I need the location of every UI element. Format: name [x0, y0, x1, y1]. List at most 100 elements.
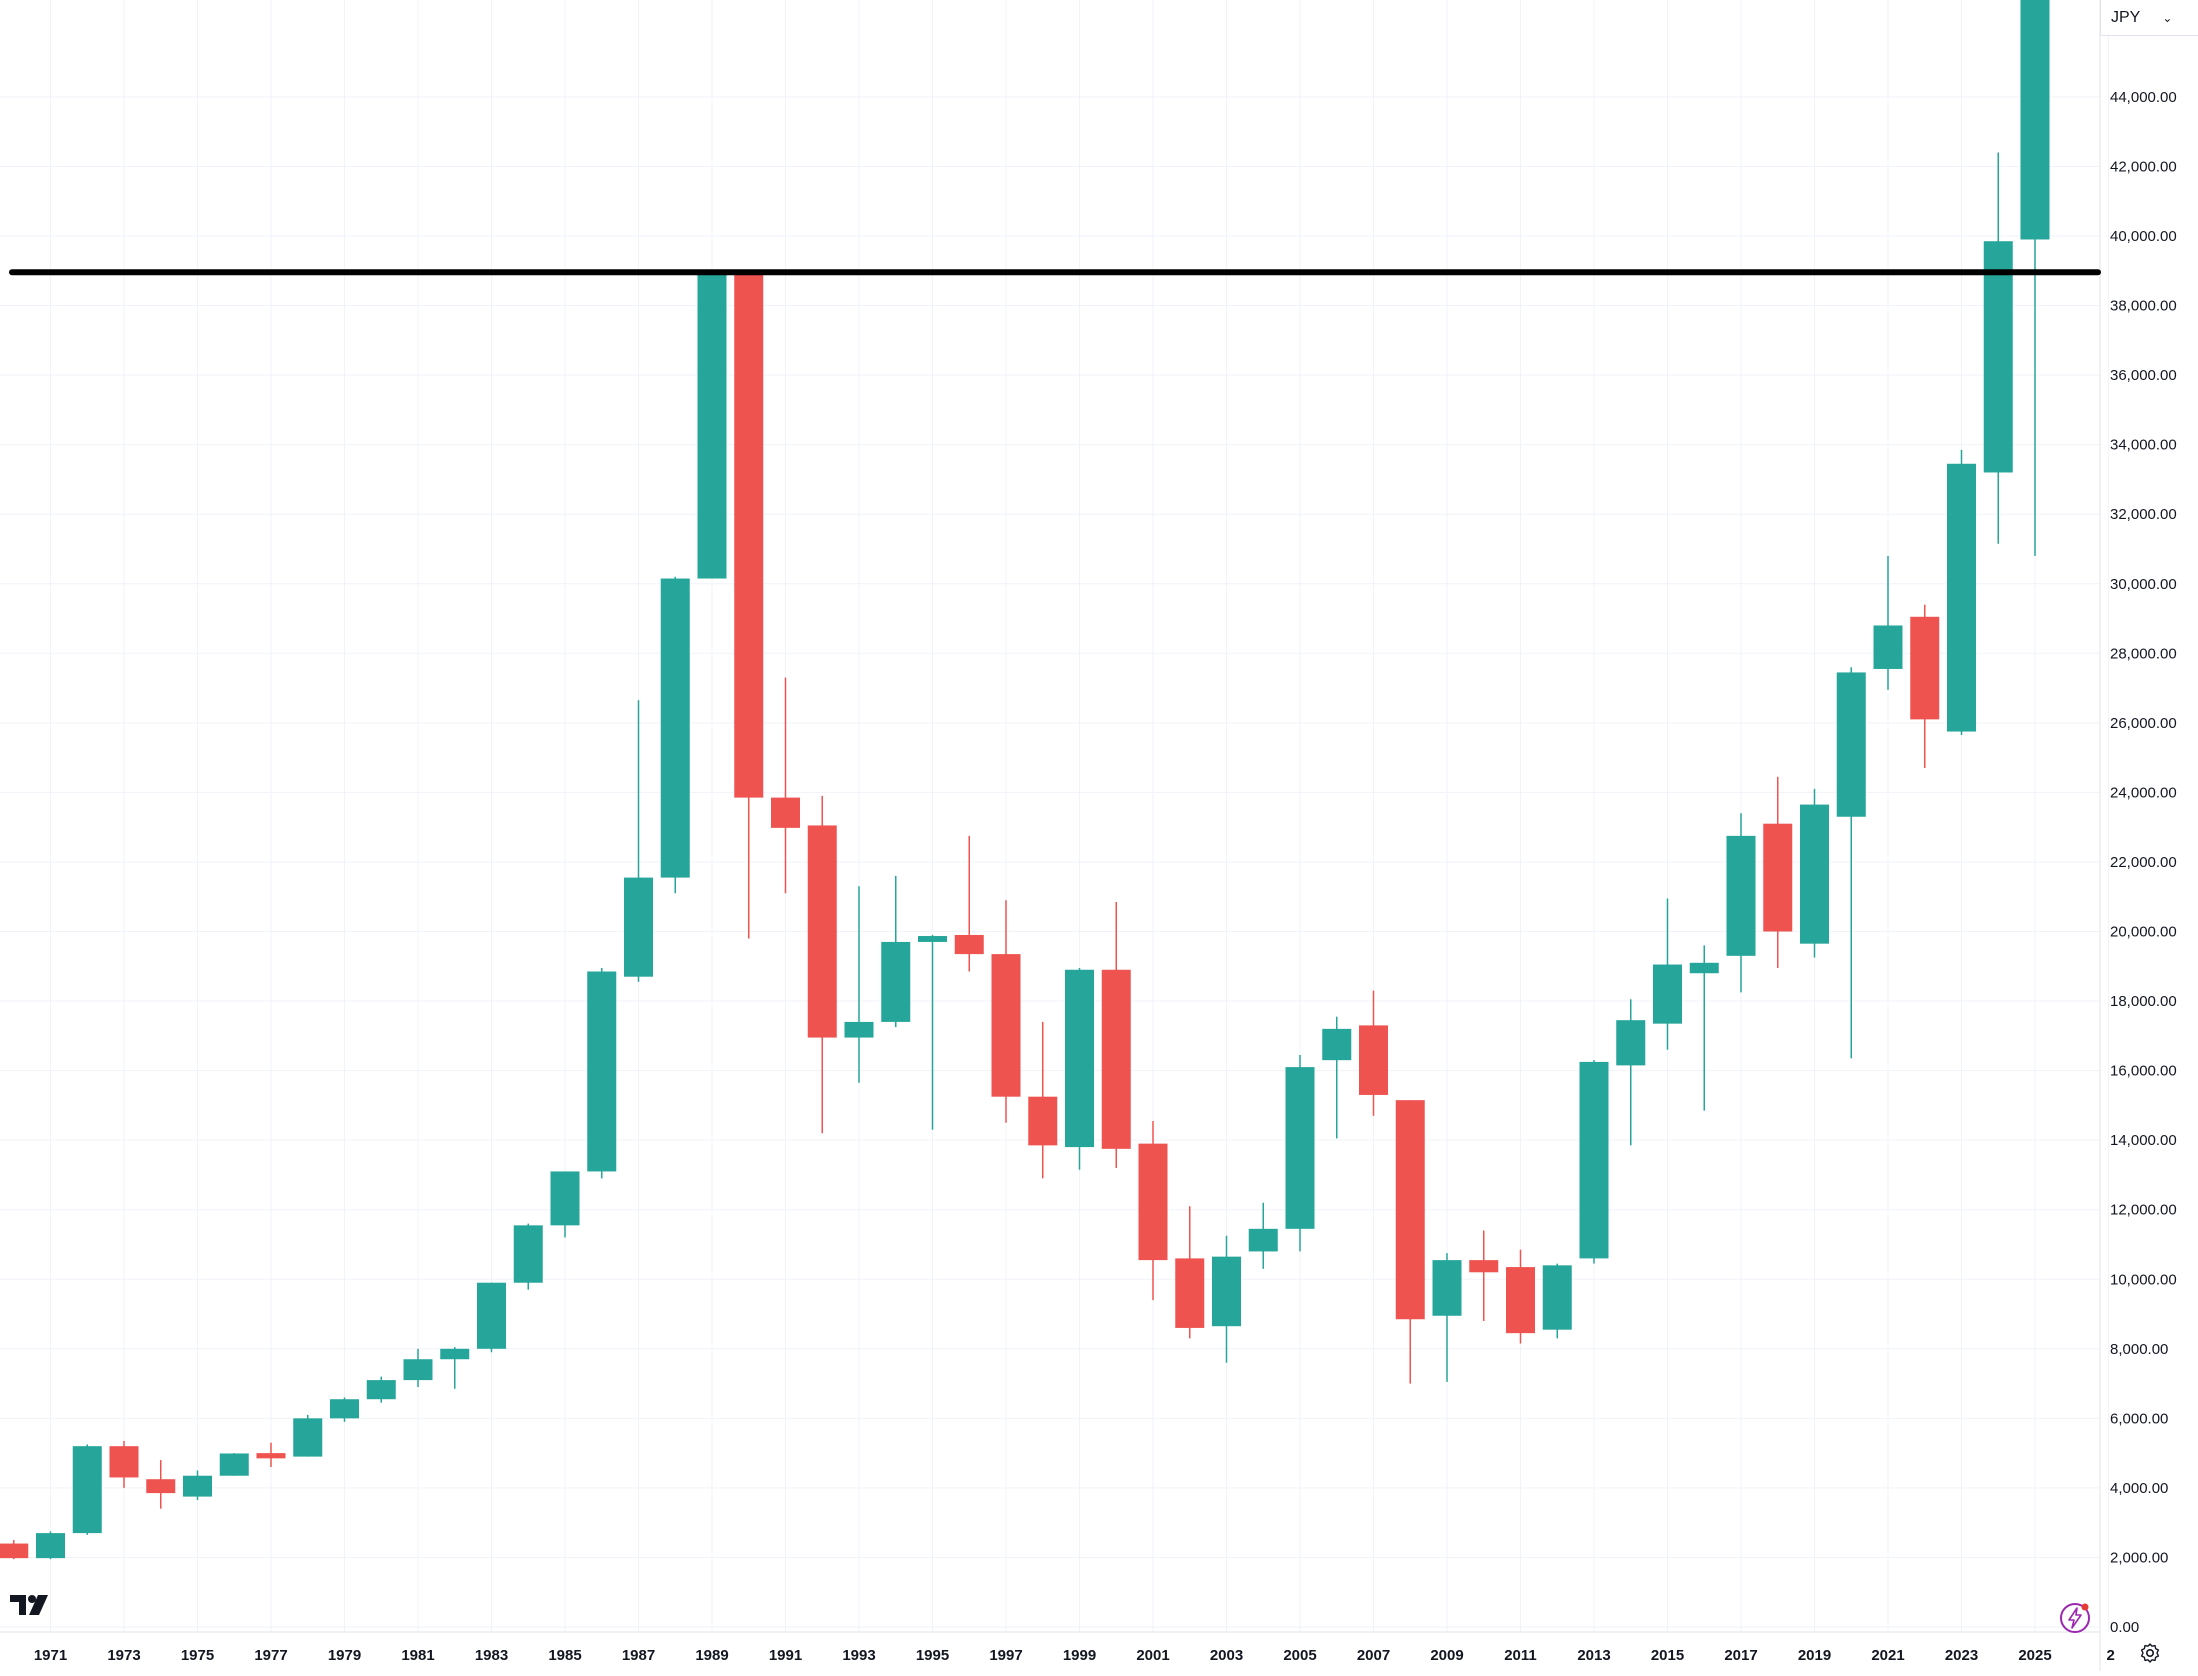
- y-tick-label: 12,000.00: [2110, 1202, 2177, 1219]
- candle-2020: [1836, 667, 1866, 1059]
- y-tick-label: 14,000.00: [2110, 1132, 2177, 1149]
- x-tick-label: 1995: [916, 1647, 949, 1664]
- candle-body: [1322, 1028, 1352, 1061]
- candle-1976: [219, 1453, 249, 1476]
- lightning-circle-icon[interactable]: [2058, 1601, 2092, 1635]
- x-tick-label: 2011: [1504, 1647, 1537, 1664]
- candle-2019: [1800, 788, 1829, 958]
- tradingview-logo-icon[interactable]: [8, 1592, 54, 1618]
- candle-body: [330, 1399, 359, 1419]
- y-tick-label: 36,000.00: [2110, 367, 2177, 384]
- gear-icon[interactable]: [2130, 1636, 2170, 1670]
- candle-1989: [697, 272, 727, 579]
- candle-1991: [771, 677, 800, 894]
- x-tick-label: 1983: [475, 1647, 508, 1664]
- candle-body: [660, 578, 690, 878]
- candle-1973: [109, 1440, 139, 1488]
- candle-body: [513, 1225, 543, 1283]
- x-tick-label: 1981: [401, 1647, 434, 1664]
- candle-body: [697, 273, 727, 579]
- candle-body: [771, 797, 800, 828]
- candle-body: [2020, 0, 2050, 240]
- x-tick-label: 2017: [1724, 1647, 1757, 1664]
- grid-layer: [0, 0, 2109, 1632]
- x-tick-label: 1985: [548, 1647, 581, 1664]
- candle-1984: [513, 1223, 543, 1290]
- candle-body: [1836, 672, 1866, 817]
- candle-2018: [1763, 776, 1793, 969]
- y-tick-label: 8,000.00: [2110, 1341, 2168, 1358]
- x-tick-label: 1991: [769, 1647, 802, 1664]
- candle-body: [1873, 625, 1903, 669]
- candle-2015: [1653, 898, 1682, 1050]
- candle-1986: [587, 968, 617, 1179]
- x-tick-label: 1997: [989, 1647, 1022, 1664]
- candle-body: [881, 941, 911, 1022]
- candle-body: [36, 1533, 65, 1559]
- candle-1987: [624, 700, 653, 982]
- candle-1975: [183, 1470, 212, 1501]
- candle-1994: [881, 875, 911, 1028]
- candle-body: [1653, 964, 1682, 1024]
- candle-body: [1469, 1260, 1499, 1273]
- candle-2013: [1579, 1060, 1609, 1264]
- candle-2007: [1359, 990, 1388, 1116]
- y-tick-label: 24,000.00: [2110, 784, 2177, 801]
- candle-body: [1983, 241, 2013, 473]
- candle-body: [1285, 1067, 1315, 1229]
- y-axis-labels: 0.00 2,000.00 4,000.00 6,000.00 8,000.00 10,0…: [2110, 89, 2177, 1636]
- x-tick-label: 1979: [328, 1647, 361, 1664]
- y-tick-label: 34,000.00: [2110, 437, 2177, 454]
- x-tick-label: 2007: [1357, 1647, 1390, 1664]
- candle-body: [954, 934, 984, 955]
- y-tick-label: 32,000.00: [2110, 506, 2177, 523]
- y-tick-label: 20,000.00: [2110, 924, 2177, 941]
- candle-1971: [36, 1531, 65, 1560]
- candle-body: [1248, 1228, 1278, 1252]
- candle-2004: [1248, 1202, 1278, 1269]
- y-tick-label: 6,000.00: [2110, 1410, 2168, 1427]
- x-tick-label: 2001: [1136, 1647, 1169, 1664]
- candle-1983: [477, 1282, 506, 1353]
- candle-body: [1800, 804, 1829, 944]
- candle-body: [1432, 1260, 1462, 1316]
- candle-2000: [1101, 901, 1131, 1168]
- candle-2017: [1726, 813, 1756, 993]
- x-tick-label: 1993: [842, 1647, 875, 1664]
- candle-1972: [72, 1444, 102, 1535]
- candle-body: [807, 825, 837, 1038]
- y-tick-label: 30,000.00: [2110, 576, 2177, 593]
- y-tick-label: 26,000.00: [2110, 715, 2177, 732]
- candle-2006: [1322, 1016, 1352, 1139]
- y-tick-label: 16,000.00: [2110, 1063, 2177, 1080]
- x-tick-label: 1999: [1063, 1647, 1096, 1664]
- candle-body: [1506, 1267, 1535, 1334]
- y-tick-label: 18,000.00: [2110, 993, 2177, 1010]
- candle-2002: [1175, 1206, 1205, 1339]
- candle-body: [1689, 962, 1719, 974]
- candle-1980: [366, 1376, 396, 1403]
- axis-lines: [0, 0, 2101, 1671]
- candle-body: [403, 1359, 433, 1381]
- candle-body: [550, 1171, 580, 1226]
- currency-selector[interactable]: JPY ⌄: [2100, 0, 2198, 36]
- candle-1992: [807, 795, 837, 1134]
- x-tick-label: 1989: [695, 1647, 728, 1664]
- candle-body: [1579, 1061, 1609, 1259]
- candle-body: [1616, 1020, 1646, 1066]
- candle-body: [1101, 969, 1131, 1149]
- candle-2011: [1506, 1249, 1535, 1344]
- candle-1981: [403, 1348, 433, 1388]
- candle-body: [1726, 835, 1756, 956]
- x-tick-label: 2015: [1651, 1647, 1684, 1664]
- y-tick-label: 44,000.00: [2110, 89, 2177, 106]
- x-tick-label: 2005: [1283, 1647, 1316, 1664]
- candle-body: [1138, 1143, 1168, 1261]
- candle-body: [1395, 1100, 1425, 1320]
- candle-1998: [1028, 1021, 1058, 1179]
- candle-body: [624, 877, 653, 977]
- candle-1995: [918, 934, 947, 1130]
- candle-body: [1065, 969, 1094, 1148]
